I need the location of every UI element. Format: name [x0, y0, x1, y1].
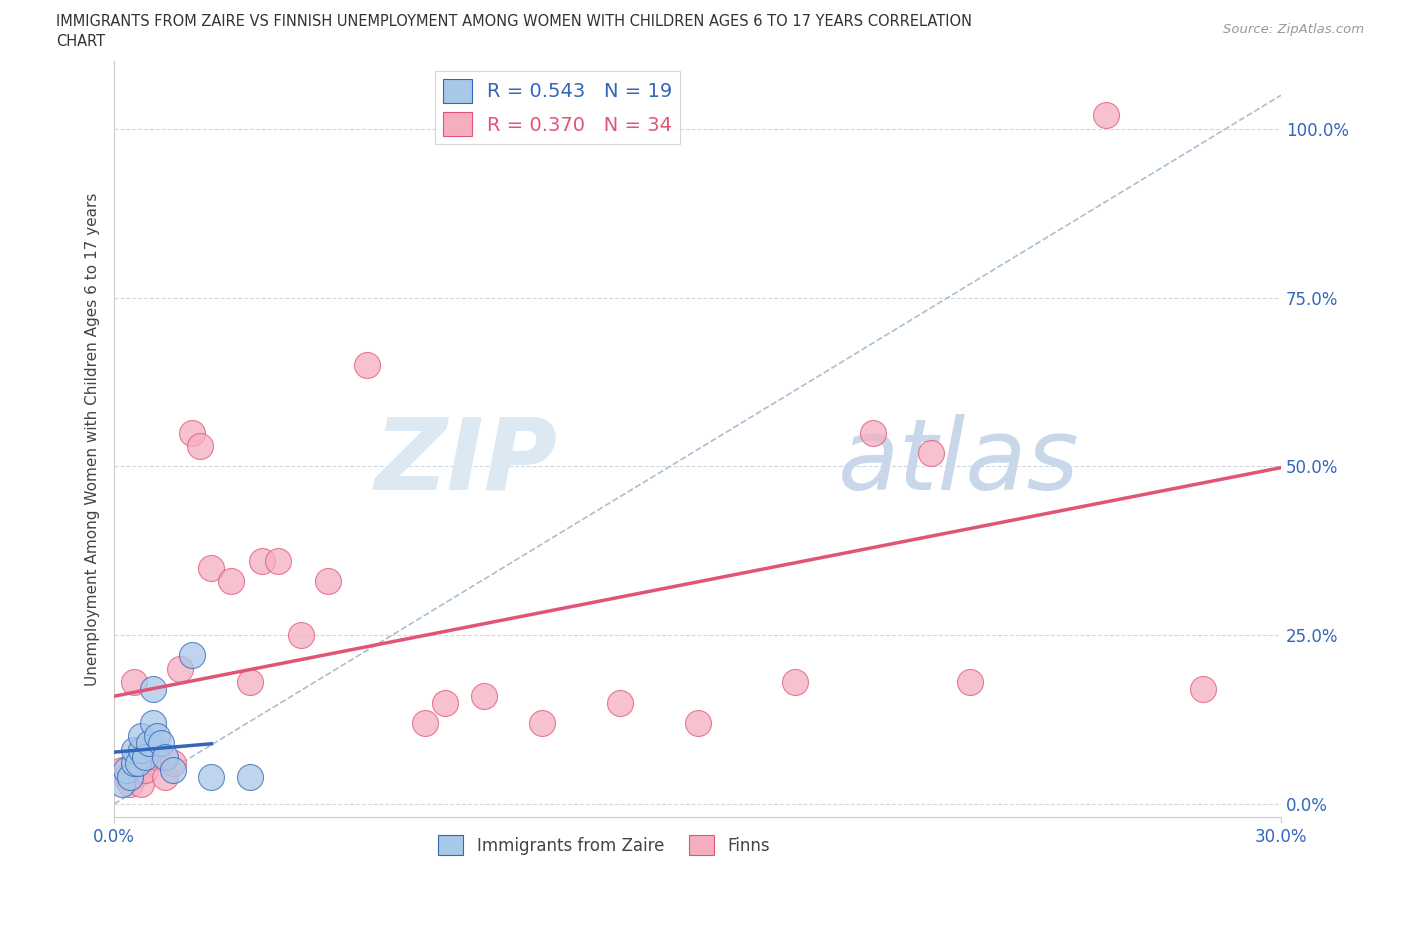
Point: [131, 742, 153, 757]
Point: [131, 777, 153, 791]
Legend: Immigrants from Zaire, Finns: Immigrants from Zaire, Finns: [432, 829, 776, 862]
Point: [142, 682, 165, 697]
Point: [118, 769, 141, 784]
Point: [1095, 108, 1118, 123]
Point: [609, 696, 631, 711]
Point: [146, 750, 169, 764]
Text: IMMIGRANTS FROM ZAIRE VS FINNISH UNEMPLOYMENT AMONG WOMEN WITH CHILDREN AGES 6 T: IMMIGRANTS FROM ZAIRE VS FINNISH UNEMPLO…: [56, 14, 972, 29]
Point: [122, 675, 145, 690]
Point: [239, 769, 262, 784]
Text: CHART: CHART: [56, 34, 105, 49]
Point: [200, 560, 222, 575]
Point: [149, 736, 172, 751]
Point: [188, 439, 211, 454]
Text: atlas: atlas: [838, 414, 1080, 511]
Point: [415, 715, 437, 730]
Text: Source: ZipAtlas.com: Source: ZipAtlas.com: [1223, 23, 1364, 36]
Point: [138, 736, 160, 751]
Text: ZIP: ZIP: [374, 414, 558, 511]
Point: [142, 742, 165, 757]
Point: [127, 756, 149, 771]
Point: [122, 756, 145, 771]
Point: [959, 675, 981, 690]
Point: [115, 769, 138, 784]
Point: [266, 553, 288, 568]
Point: [134, 763, 156, 777]
Point: [118, 777, 141, 791]
Point: [134, 750, 156, 764]
Point: [290, 628, 312, 643]
Point: [920, 445, 942, 460]
Point: [115, 763, 138, 777]
Point: [316, 574, 339, 589]
Point: [239, 675, 262, 690]
Point: [356, 358, 378, 373]
Point: [472, 688, 495, 703]
Point: [153, 750, 176, 764]
Point: [181, 648, 204, 663]
Point: [169, 661, 191, 676]
Point: [686, 715, 709, 730]
Point: [131, 729, 153, 744]
Point: [530, 715, 553, 730]
Point: [146, 729, 169, 744]
Point: [127, 763, 149, 777]
Point: [862, 425, 884, 440]
Point: [219, 574, 242, 589]
Point: [162, 756, 184, 771]
Point: [162, 763, 184, 777]
Point: [250, 553, 273, 568]
Point: [142, 715, 165, 730]
Point: [111, 763, 134, 777]
Point: [433, 696, 456, 711]
Point: [200, 769, 222, 784]
Point: [1192, 682, 1215, 697]
Point: [111, 777, 134, 791]
Point: [153, 769, 176, 784]
Point: [181, 425, 204, 440]
Y-axis label: Unemployment Among Women with Children Ages 6 to 17 years: Unemployment Among Women with Children A…: [86, 193, 100, 686]
Point: [122, 742, 145, 757]
Point: [783, 675, 806, 690]
